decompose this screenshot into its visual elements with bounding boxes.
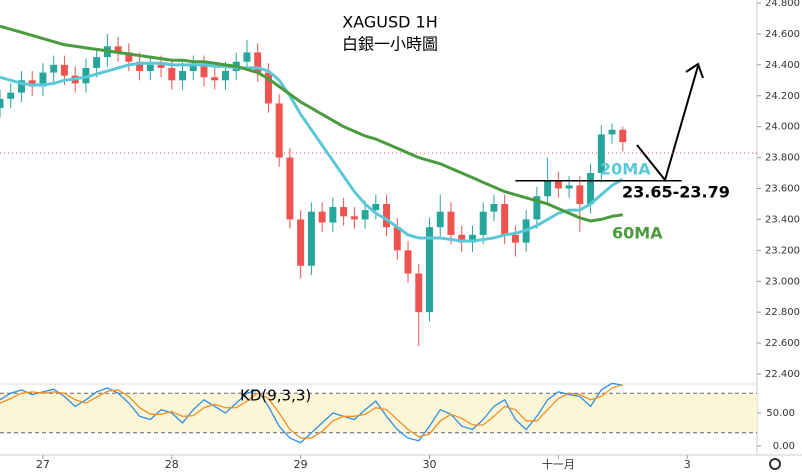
candle-body bbox=[297, 219, 305, 266]
candle-body bbox=[146, 64, 154, 72]
candle-body bbox=[307, 211, 315, 266]
kd-tick-label: 0.00 bbox=[773, 441, 795, 452]
ma-line bbox=[0, 61, 624, 243]
candle-body bbox=[501, 203, 509, 235]
candle-body bbox=[554, 180, 562, 189]
chart-title: XAGUSD 1H bbox=[342, 13, 438, 32]
candle-body bbox=[168, 67, 176, 81]
candle-body bbox=[286, 157, 294, 220]
y-tick-label: 23.600 bbox=[765, 184, 800, 195]
kd-d-line bbox=[0, 383, 623, 439]
y-tick-label: 22.600 bbox=[765, 338, 800, 349]
candle-body bbox=[619, 129, 627, 143]
candle-body bbox=[125, 52, 133, 62]
y-tick-label: 24.800 bbox=[765, 0, 800, 9]
candle-body bbox=[597, 134, 605, 174]
x-tick-label: 30 bbox=[423, 458, 437, 471]
candle-body bbox=[511, 234, 519, 243]
candle-body bbox=[372, 203, 380, 211]
candle-body bbox=[587, 173, 595, 204]
candle-body bbox=[243, 52, 251, 62]
candle-body bbox=[28, 80, 36, 87]
y-tick-label: 23.800 bbox=[765, 153, 800, 164]
candle-body bbox=[415, 273, 423, 313]
y-tick-label: 22.800 bbox=[765, 307, 800, 318]
candle-body bbox=[447, 211, 455, 235]
candle-body bbox=[544, 180, 552, 197]
candle-body bbox=[221, 71, 229, 81]
candle-body bbox=[60, 64, 68, 76]
x-tick-label: 3 bbox=[684, 458, 691, 471]
candle-body bbox=[254, 52, 262, 73]
candle-body bbox=[576, 185, 584, 204]
candle-body bbox=[329, 207, 337, 223]
candle-body bbox=[340, 207, 348, 217]
candle-body bbox=[7, 92, 15, 99]
candle-body bbox=[136, 61, 144, 72]
legend-label: 20MA bbox=[600, 160, 651, 179]
candle-body bbox=[0, 98, 4, 109]
legend-label: 60MA bbox=[612, 224, 663, 243]
kd-title: KD(9,3,3) bbox=[240, 387, 311, 405]
candle-body bbox=[404, 250, 412, 274]
candle-body bbox=[608, 129, 616, 135]
candle-body bbox=[458, 234, 466, 243]
x-tick-label: 27 bbox=[36, 458, 50, 471]
candle-body bbox=[39, 72, 47, 87]
arrow-head bbox=[685, 62, 704, 79]
y-tick-label: 24.000 bbox=[765, 122, 800, 133]
candle-body bbox=[157, 64, 165, 68]
candle-body bbox=[318, 211, 326, 223]
y-tick-label: 23.000 bbox=[765, 276, 800, 287]
candle-body bbox=[211, 77, 219, 81]
kd-band bbox=[0, 393, 757, 433]
candle-body bbox=[436, 211, 444, 228]
chart-subtitle: 白銀一小時圖 bbox=[342, 35, 438, 54]
kd-tick-label: 50.00 bbox=[766, 408, 795, 419]
y-tick-label: 22.400 bbox=[765, 369, 800, 380]
gear[interactable] bbox=[769, 458, 781, 470]
x-tick-label: 28 bbox=[165, 458, 179, 471]
candle-body bbox=[383, 203, 391, 228]
candle-body bbox=[426, 227, 433, 313]
candle-body bbox=[93, 57, 101, 68]
candle-body bbox=[17, 80, 25, 93]
support-label: 23.65-23.79 bbox=[622, 182, 730, 201]
candle-body bbox=[565, 185, 573, 189]
y-tick-label: 24.600 bbox=[765, 29, 800, 40]
ma-line bbox=[0, 24, 623, 223]
y-tick-label: 24.400 bbox=[765, 60, 800, 71]
x-tick-label: 十一月 bbox=[542, 457, 575, 471]
settings-icon[interactable] bbox=[769, 458, 781, 470]
candle-body bbox=[468, 234, 476, 243]
y-tick-label: 24.200 bbox=[765, 91, 800, 102]
candle-body bbox=[114, 46, 122, 53]
candle-body bbox=[50, 64, 58, 73]
candle-body bbox=[179, 71, 187, 81]
candle-body bbox=[490, 203, 498, 212]
candle-body bbox=[361, 210, 369, 220]
arrow bbox=[636, 65, 699, 183]
x-tick-label: 29 bbox=[294, 458, 308, 471]
candle-body bbox=[189, 64, 197, 72]
kd-k-line bbox=[0, 382, 623, 444]
candle-body bbox=[479, 211, 487, 235]
candle-body bbox=[200, 64, 208, 78]
candle-body bbox=[275, 103, 283, 158]
candle-body bbox=[350, 216, 358, 220]
candle-body bbox=[264, 72, 272, 104]
candle-body bbox=[393, 227, 401, 251]
y-tick-label: 23.400 bbox=[765, 214, 800, 225]
y-tick-label: 23.200 bbox=[765, 245, 800, 256]
candle-body bbox=[533, 196, 541, 220]
